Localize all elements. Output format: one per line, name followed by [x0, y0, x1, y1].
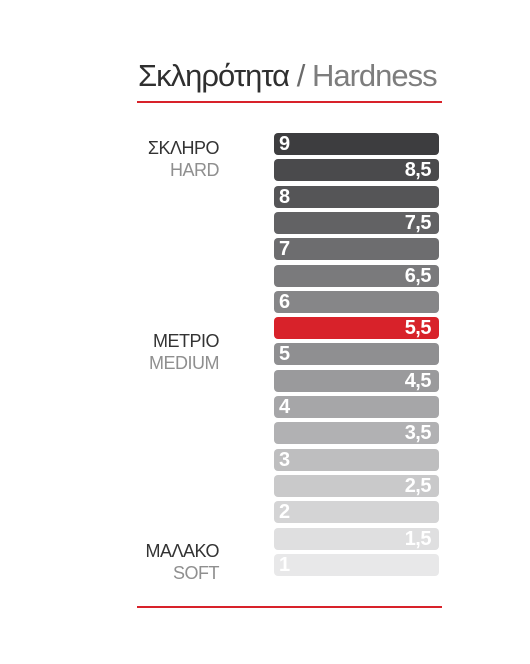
page-title: Σκληρότητα / Hardness [138, 56, 437, 96]
scale-bar-value: 8,5 [405, 159, 431, 182]
scale-bar-value: 4,5 [405, 370, 431, 393]
scale-bar: 4,5 [274, 370, 439, 392]
scale-bar-value: 8 [279, 186, 290, 209]
title-english: Hardness [312, 58, 437, 93]
label-soft: ΜΑΛΑΚΟ SOFT [137, 540, 219, 584]
scale-bar: 8 [274, 186, 439, 208]
label-soft-english: SOFT [137, 562, 219, 584]
scale-bar: 2 [274, 501, 439, 523]
scale-bar: 7,5 [274, 212, 439, 234]
scale-bar: 1 [274, 554, 439, 576]
scale-bar-value: 5 [279, 343, 290, 366]
scale-bar-value: 3,5 [405, 422, 431, 445]
label-soft-greek: ΜΑΛΑΚΟ [137, 540, 219, 562]
scale-bar: 7 [274, 238, 439, 260]
label-medium: ΜΕΤΡΙΟ MEDIUM [137, 330, 219, 374]
scale-bar-value: 2,5 [405, 475, 431, 498]
label-medium-greek: ΜΕΤΡΙΟ [137, 330, 219, 352]
scale-bar: 6,5 [274, 265, 439, 287]
scale-bar: 6 [274, 291, 439, 313]
scale-bar: 2,5 [274, 475, 439, 497]
scale-bar-value: 6,5 [405, 265, 431, 288]
label-hard-english: HARD [137, 159, 219, 181]
scale-bar-value: 3 [279, 449, 290, 472]
title-greek: Σκληρότητα [138, 58, 289, 93]
scale-bar-value: 6 [279, 291, 290, 314]
scale-bar-value: 9 [279, 133, 290, 156]
title-separator: / [289, 58, 312, 93]
scale-bar: 4 [274, 396, 439, 418]
scale-bar-value: 2 [279, 501, 290, 524]
scale-bar: 3,5 [274, 422, 439, 444]
label-medium-english: MEDIUM [137, 352, 219, 374]
scale-bar: 8,5 [274, 159, 439, 181]
scale-bar: 3 [274, 449, 439, 471]
scale-bar: 9 [274, 133, 439, 155]
label-hard: ΣΚΛΗΡΟ HARD [137, 137, 219, 181]
scale-bar-value: 4 [279, 396, 290, 419]
scale-bar: 5 [274, 343, 439, 365]
scale-bar-value: 5,5 [405, 317, 431, 340]
scale-bar-highlight: 5,5 [274, 317, 439, 339]
scale-bar-value: 7 [279, 238, 290, 261]
scale-bar-value: 1,5 [405, 528, 431, 551]
bottom-divider [137, 606, 442, 608]
scale-bar-value: 7,5 [405, 212, 431, 235]
scale-bar-value: 1 [279, 554, 290, 577]
label-hard-greek: ΣΚΛΗΡΟ [137, 137, 219, 159]
top-divider [137, 101, 442, 103]
scale-bar: 1,5 [274, 528, 439, 550]
